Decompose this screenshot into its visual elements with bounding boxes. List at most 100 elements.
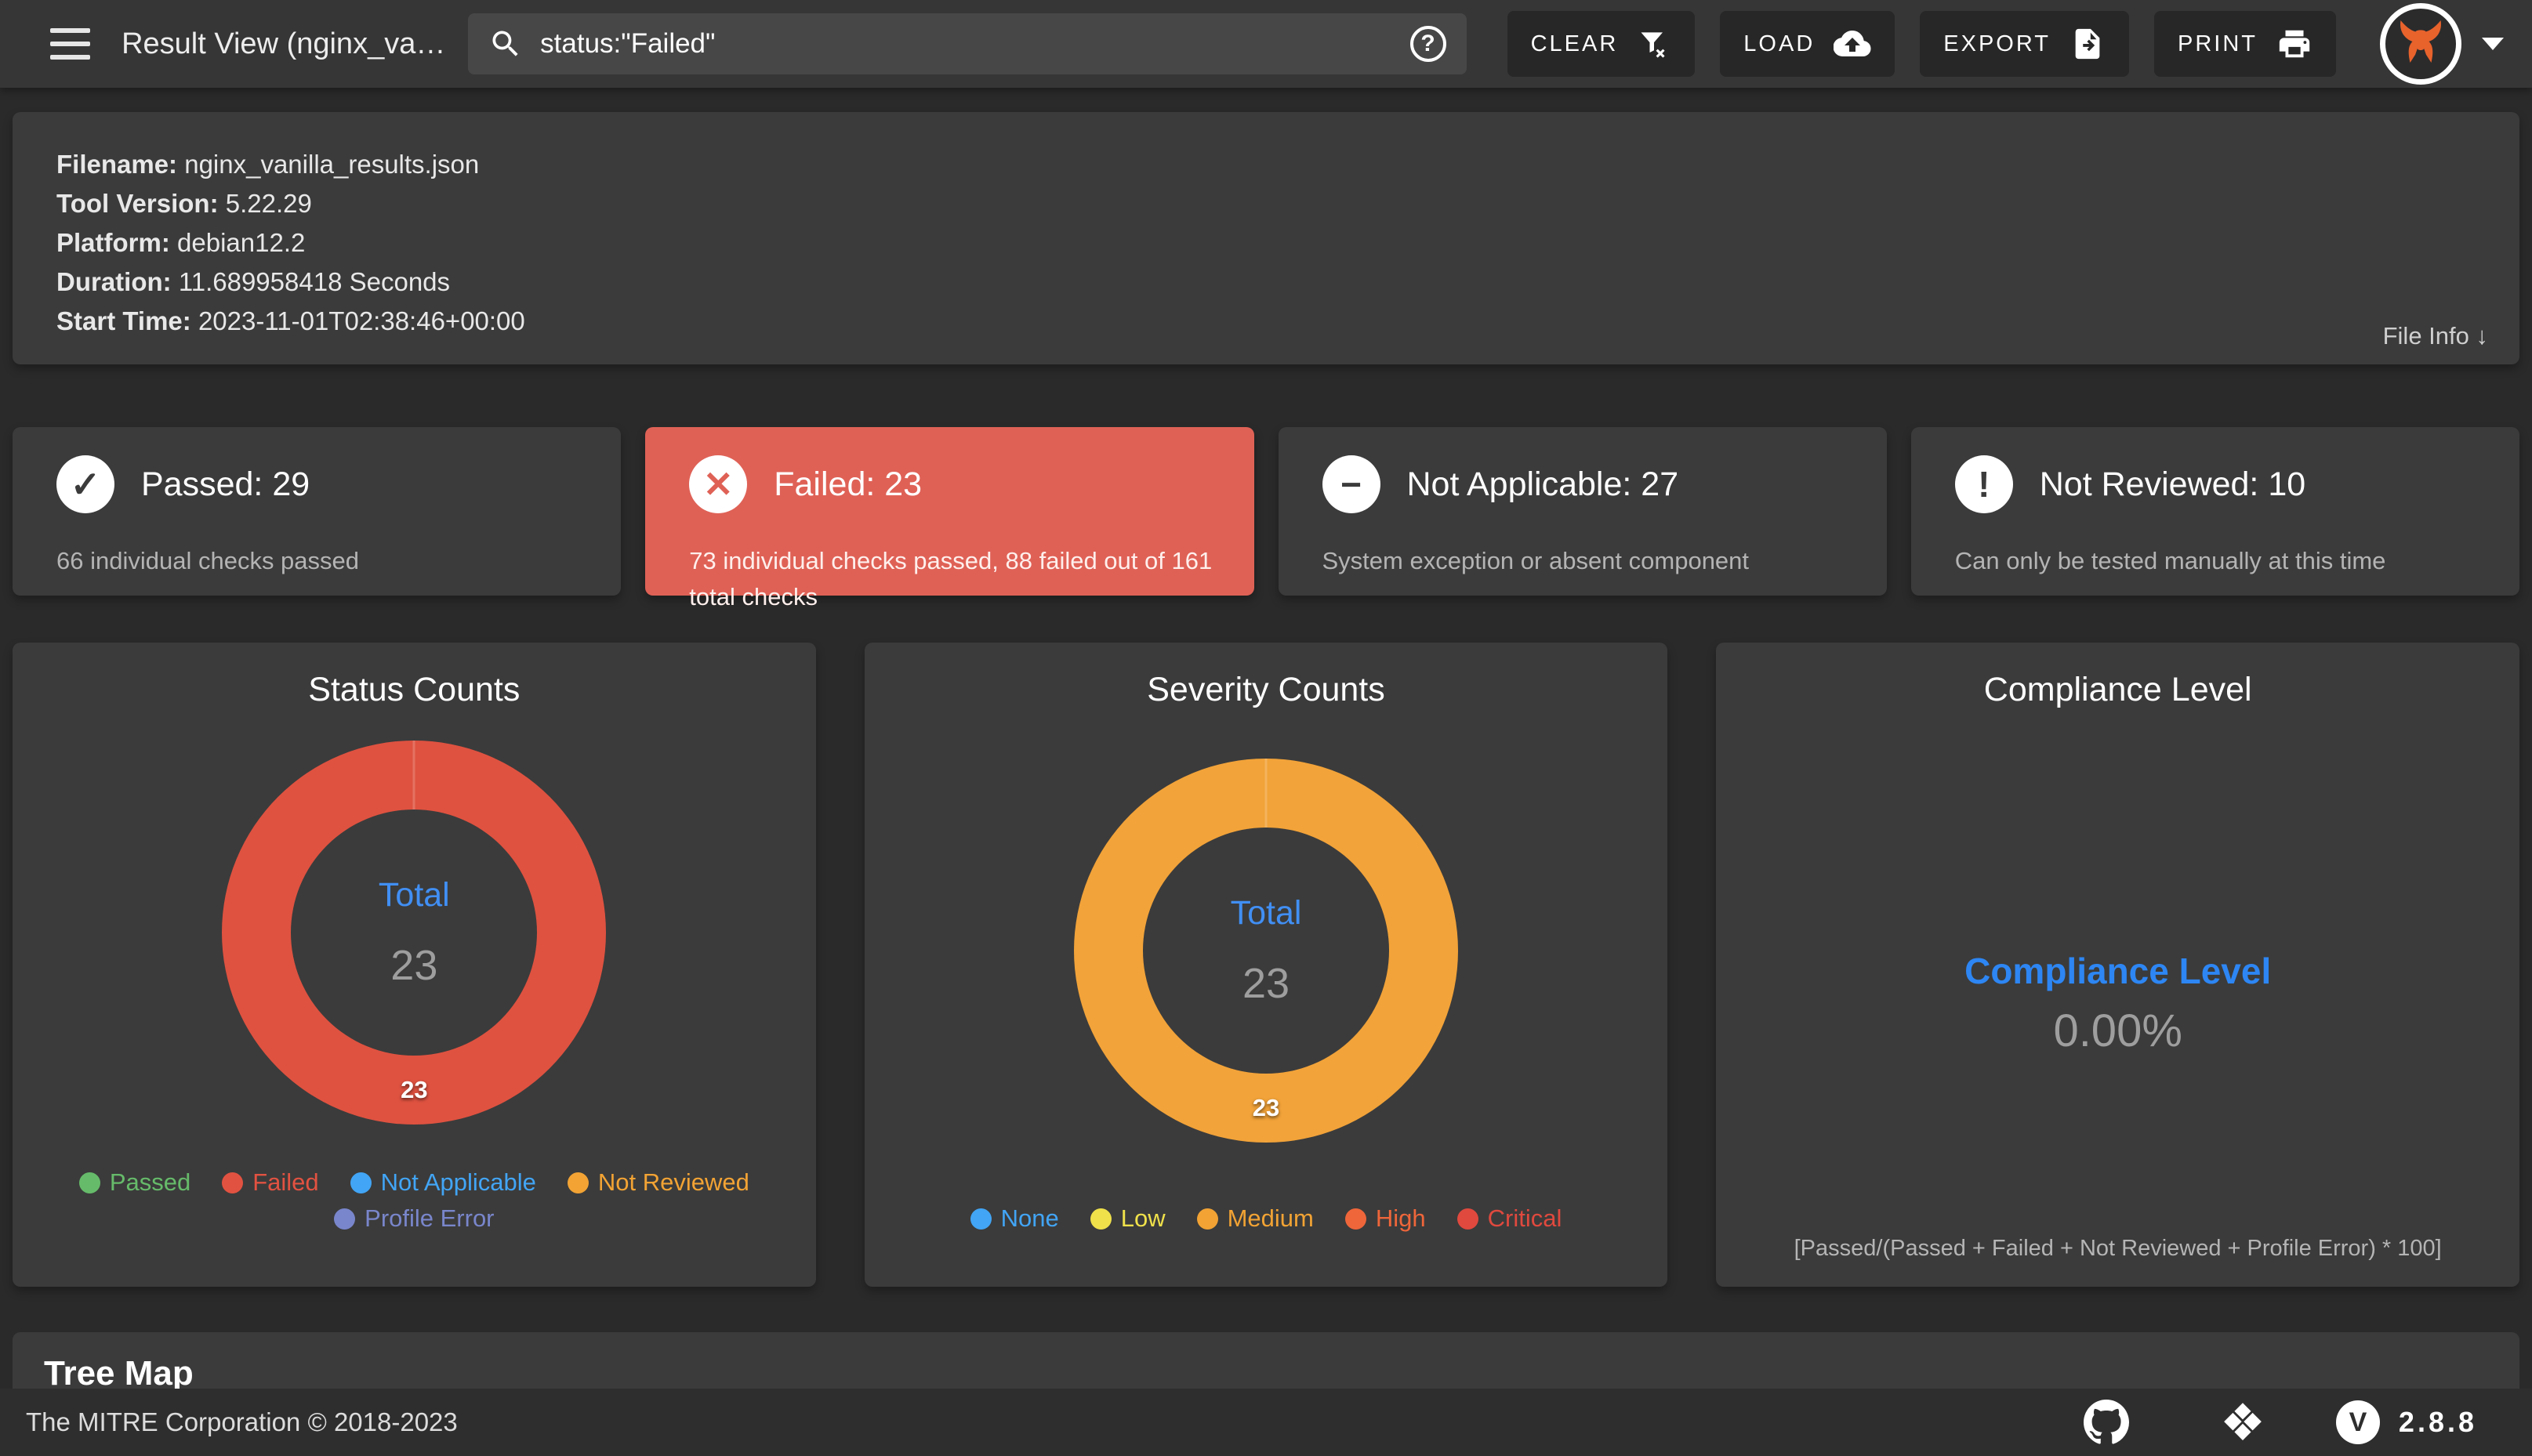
failed-card-title: Failed: 23 [774,465,923,503]
not-applicable-card-title: Not Applicable: 27 [1406,465,1679,503]
legend-dot [1090,1208,1112,1230]
file-info-value: nginx_vanilla_results.json [177,150,480,179]
legend-item-failed[interactable]: Failed [222,1164,319,1201]
legend-item-high[interactable]: High [1344,1201,1426,1237]
severity-donut-chart[interactable]: Total 23 23 [1074,759,1458,1143]
donut-hole [291,809,538,1056]
legend-label: Medium [1227,1204,1314,1232]
file-info-row: Filename: nginx_vanilla_results.json [56,145,2476,184]
filter-remove-icon [1641,32,1665,58]
load-button[interactable]: LOAD [1720,11,1895,77]
passed-card-subtitle: 66 individual checks passed [56,547,360,574]
export-button-label: EXPORT [1943,31,2051,56]
file-info-label: Platform: [56,228,170,257]
minus-glyph: − [1340,464,1362,505]
legend-label: Profile Error [365,1204,495,1232]
compliance-value: 0.00% [2053,1005,2182,1056]
legend-dot [1456,1208,1478,1230]
file-info-label: Start Time: [56,306,191,335]
legend-item-not-applicable[interactable]: Not Applicable [350,1164,536,1201]
legend-label: Not Reviewed [597,1168,749,1196]
not-reviewed-card[interactable]: ! Not Reviewed: 10 Can only be tested ma… [1910,427,2519,596]
legend-label: None [1000,1204,1059,1232]
severity-total-value: 23 [1242,959,1290,1007]
file-export-icon [2075,28,2100,60]
top-toolbar: Result View (nginx_va… ? CLEAR LOAD EXPO… [0,0,2532,88]
legend-dot [78,1172,100,1193]
status-slice-label: 23 [401,1076,428,1103]
version-number: 2.8.8 [2398,1406,2477,1438]
avatar[interactable] [2380,3,2461,85]
help-icon[interactable]: ? [1409,26,1446,62]
legend-dot [970,1208,992,1230]
file-info-value: 5.22.29 [218,189,312,218]
file-info-label: Filename: [56,150,178,179]
file-info-toggle[interactable]: File Info ↓ [2382,322,2488,350]
passed-card-title: Passed: 29 [141,465,310,503]
file-info-value: 2023-11-01T02:38:46+00:00 [190,306,525,335]
status-legend: Passed Failed Not Applicable Not Reviewe… [13,1164,816,1237]
status-total-label: Total [378,875,450,914]
not-applicable-card-subtitle: System exception or absent component [1322,547,1750,574]
user-menu[interactable] [2380,3,2504,85]
severity-counts-title: Severity Counts [1147,671,1385,708]
x-glyph: ✕ [702,464,734,505]
version-badge: V [2335,1400,2380,1444]
donut-seam [412,741,415,809]
legend-item-low[interactable]: Low [1090,1201,1166,1237]
legend-item-critical[interactable]: Critical [1456,1201,1562,1237]
not-reviewed-card-title: Not Reviewed: 10 [2039,465,2306,503]
legend-item-not-reviewed[interactable]: Not Reviewed [567,1164,749,1201]
netlify-icon[interactable] [2222,1401,2264,1443]
footer: The MITRE Corporation © 2018-2023 V 2.8.… [0,1389,2532,1456]
donut-seam [1264,759,1268,828]
search-icon [492,31,518,56]
export-button[interactable]: EXPORT [1920,11,2129,77]
not-applicable-card[interactable]: − Not Applicable: 27 System exception or… [1278,427,1887,596]
legend-label: Not Applicable [380,1168,536,1196]
file-info-row: Platform: debian12.2 [56,223,2476,263]
donut-hole [1143,828,1389,1074]
cloud-upload-icon [1834,31,1871,57]
failed-card[interactable]: ✕ Failed: 23 73 individual checks passed… [645,427,1254,610]
search-bar[interactable]: ? [468,13,1467,74]
legend-item-profile-error[interactable]: Profile Error [334,1201,495,1237]
exclamation-glyph: ! [1978,464,1990,505]
file-info-value: debian12.2 [169,228,306,257]
clear-button[interactable]: CLEAR [1507,11,1696,77]
file-info-panel: Filename: nginx_vanilla_results.json Too… [13,112,2519,364]
file-info-row: Duration: 11.689958418 Seconds [56,263,2476,302]
compliance-formula: [Passed/(Passed + Failed + Not Reviewed … [1794,1236,2442,1261]
legend-item-none[interactable]: None [970,1201,1059,1237]
charts-row: Status Counts Total 23 23 Passed Failed … [13,643,2520,1287]
version-icon[interactable]: V [2335,1400,2380,1444]
severity-total-label: Total [1230,893,1302,932]
clear-button-label: CLEAR [1530,31,1619,56]
page-title: Result View (nginx_va… [122,27,446,60]
passed-card[interactable]: ✓ Passed: 29 66 individual checks passed [13,427,622,596]
chevron-down-icon [2482,38,2504,50]
legend-label: High [1375,1204,1426,1232]
not-reviewed-card-subtitle: Can only be tested manually at this time [1954,547,2386,574]
compliance-level-card: Compliance Level Compliance Level 0.00% … [1716,643,2520,1287]
menu-icon[interactable] [50,28,91,60]
severity-legend: None Low Medium High Critical [865,1201,1668,1237]
legend-item-passed[interactable]: Passed [78,1164,191,1201]
file-info-value: 11.689958418 Seconds [171,267,451,296]
tree-map-title: Tree Map [44,1354,194,1393]
github-icon[interactable] [2083,1400,2129,1445]
x-circle-icon: ✕ [689,455,748,513]
search-input[interactable] [540,28,1410,60]
print-button[interactable]: PRINT [2154,11,2336,77]
legend-label: Failed [252,1168,319,1196]
status-cards-row: ✓ Passed: 29 66 individual checks passed… [13,427,2519,610]
status-counts-title: Status Counts [308,671,521,708]
check-circle-icon: ✓ [56,455,114,513]
file-info-row: Start Time: 2023-11-01T02:38:46+00:00 [56,302,2476,341]
legend-label: Low [1120,1204,1166,1232]
legend-label: Passed [109,1168,191,1196]
footer-copyright: The MITRE Corporation © 2018-2023 [26,1407,458,1436]
file-info-row: Tool Version: 5.22.29 [56,184,2476,223]
status-donut-chart[interactable]: Total 23 23 [222,741,607,1125]
legend-item-medium[interactable]: Medium [1196,1201,1314,1237]
